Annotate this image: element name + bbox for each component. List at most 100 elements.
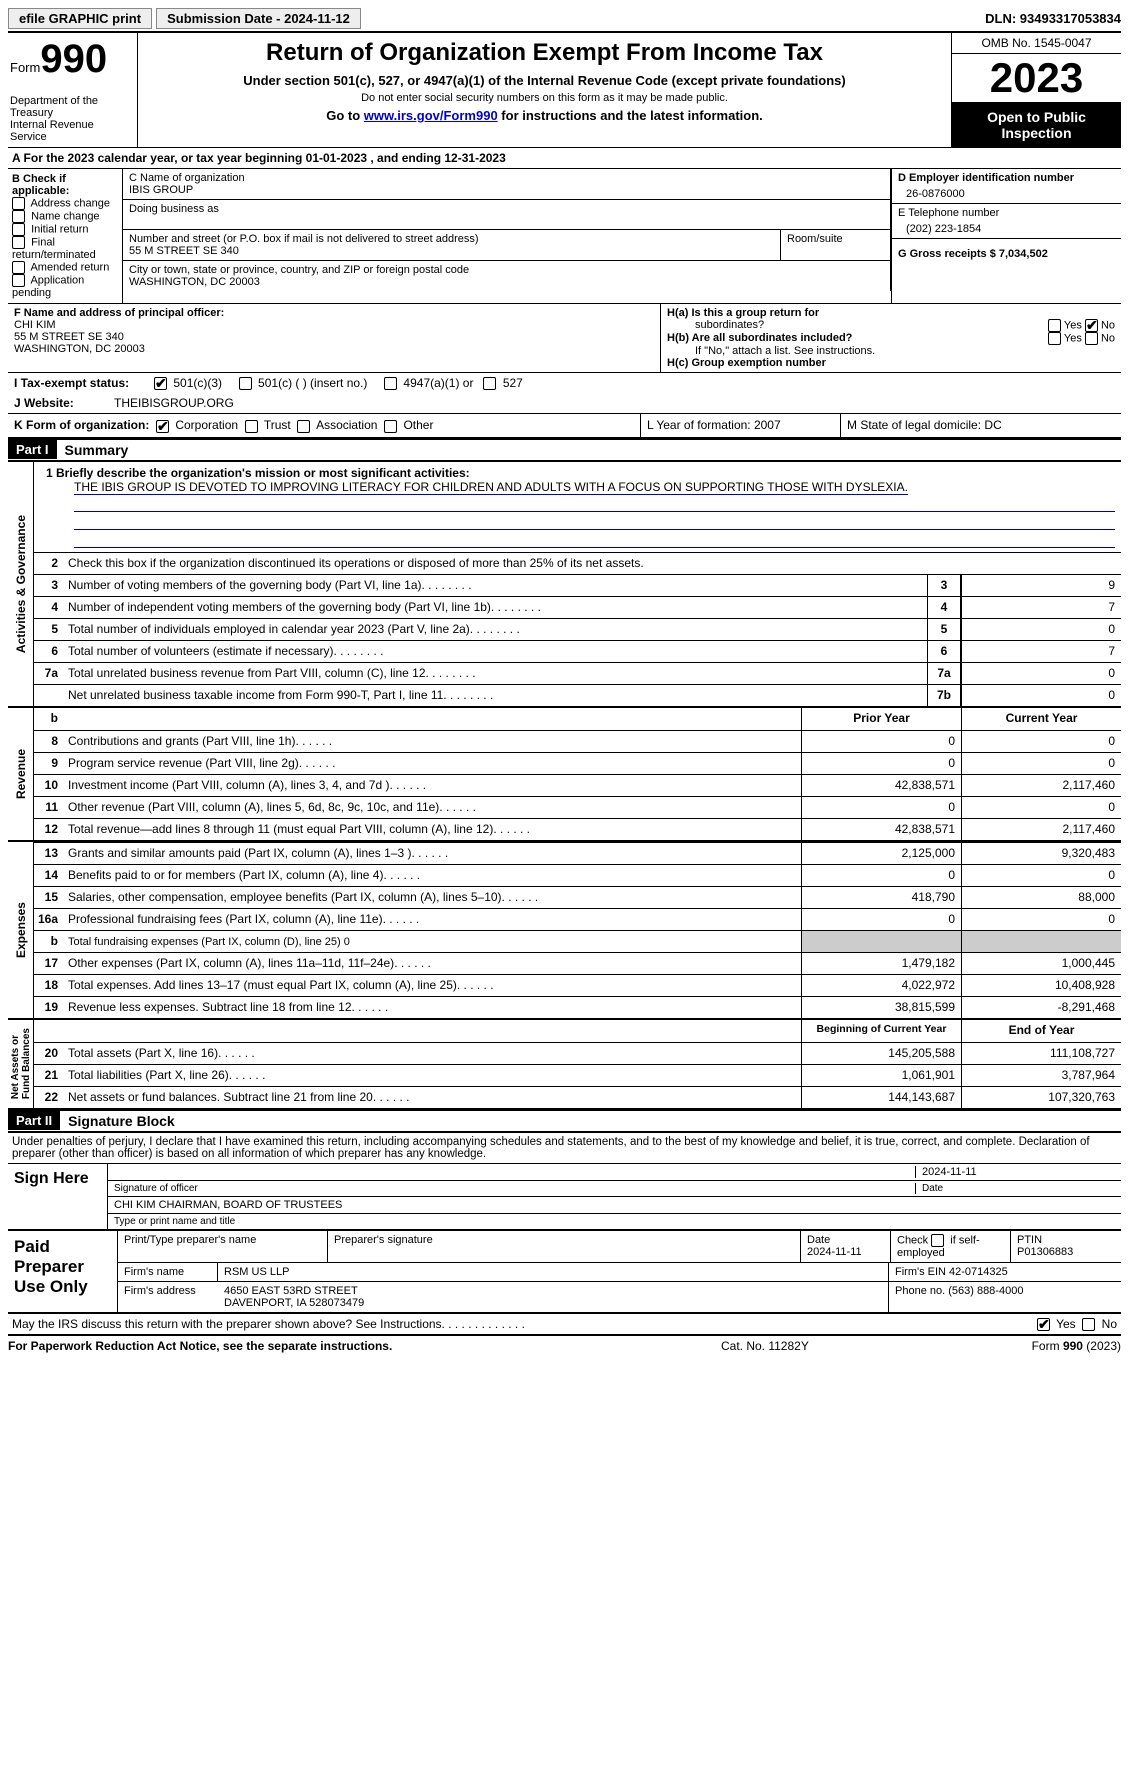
city-value: WASHINGTON, DC 20003 bbox=[129, 276, 884, 288]
ein-label: D Employer identification number bbox=[898, 172, 1115, 184]
firm-addr-label: Firm's address bbox=[118, 1282, 218, 1312]
summary-line: 20Total assets (Part X, line 16) . . . .… bbox=[34, 1042, 1121, 1064]
discuss-yes-checkbox[interactable] bbox=[1037, 1318, 1050, 1331]
officer-addr1: 55 M STREET SE 340 bbox=[14, 331, 654, 343]
colb-checkbox[interactable] bbox=[12, 274, 25, 287]
colb-checkbox[interactable] bbox=[12, 197, 25, 210]
other-label: Other bbox=[403, 418, 433, 432]
date-label: Date bbox=[915, 1183, 1115, 1194]
mission-text: THE IBIS GROUP IS DEVOTED TO IMPROVING L… bbox=[74, 480, 908, 495]
colb-checkbox[interactable] bbox=[12, 223, 25, 236]
line2-text: Check this box if the organization disco… bbox=[64, 553, 1121, 574]
colb-checkbox[interactable] bbox=[12, 210, 25, 223]
k-label: K Form of organization: bbox=[14, 418, 149, 432]
address-value: 55 M STREET SE 340 bbox=[129, 245, 774, 257]
assoc-checkbox[interactable] bbox=[297, 420, 310, 433]
summary-line: 12Total revenue—add lines 8 through 11 (… bbox=[34, 818, 1121, 840]
col-b: B Check if applicable: Address change Na… bbox=[8, 169, 123, 303]
colb-item-label: Name change bbox=[31, 210, 100, 222]
irs-link[interactable]: www.irs.gov/Form990 bbox=[364, 108, 498, 123]
part2-bar: Part II Signature Block bbox=[8, 1110, 1121, 1133]
gross-receipts: G Gross receipts $ 7,034,502 bbox=[898, 242, 1115, 260]
ssn-warning: Do not enter social security numbers on … bbox=[144, 92, 945, 104]
4947-label: 4947(a)(1) or bbox=[403, 376, 473, 390]
501c-checkbox[interactable] bbox=[239, 377, 252, 390]
part2-label: Part II bbox=[8, 1111, 60, 1130]
self-employed-checkbox[interactable] bbox=[931, 1234, 944, 1247]
current-year-hdr: Current Year bbox=[961, 708, 1121, 730]
telephone-label: E Telephone number bbox=[898, 207, 1115, 219]
paid-preparer-block: Paid Preparer Use Only Print/Type prepar… bbox=[8, 1231, 1121, 1314]
m-state-domicile: M State of legal domicile: DC bbox=[841, 414, 1121, 436]
discuss-question: May the IRS discuss this return with the… bbox=[12, 1317, 445, 1331]
omb-number: OMB No. 1545-0047 bbox=[952, 33, 1121, 54]
sig-date: 2024-11-11 bbox=[915, 1166, 1115, 1178]
summary-line: 8Contributions and grants (Part VIII, li… bbox=[34, 730, 1121, 752]
corp-checkbox[interactable] bbox=[156, 420, 169, 433]
firm-addr1: 4650 EAST 53RD STREET bbox=[224, 1285, 882, 1297]
summary-netassets: Net Assets or Fund Balances Beginning of… bbox=[8, 1020, 1121, 1110]
officer-name: CHI KIM bbox=[14, 319, 654, 331]
colb-header: B Check if applicable: bbox=[12, 173, 118, 197]
summary-line: 14Benefits paid to or for members (Part … bbox=[34, 864, 1121, 886]
room-suite-label: Room/suite bbox=[781, 230, 891, 260]
firm-name-value: RSM US LLP bbox=[218, 1263, 889, 1281]
l-year-formation: L Year of formation: 2007 bbox=[641, 414, 841, 436]
ha-no-checkbox[interactable] bbox=[1085, 319, 1098, 332]
sig-officer-label: Signature of officer bbox=[114, 1183, 915, 1194]
col-d: D Employer identification number 26-0876… bbox=[891, 169, 1121, 303]
efile-button[interactable]: efile GRAPHIC print bbox=[8, 8, 152, 29]
goto-suffix: for instructions and the latest informat… bbox=[498, 108, 763, 123]
ha-label: H(a) Is this a group return for bbox=[667, 307, 819, 319]
row-klm: K Form of organization: Corporation Trus… bbox=[8, 414, 1121, 438]
other-checkbox[interactable] bbox=[384, 420, 397, 433]
top-bar: efile GRAPHIC print Submission Date - 20… bbox=[8, 8, 1121, 33]
summary-revenue: Revenue b Prior Year Current Year 8Contr… bbox=[8, 708, 1121, 842]
4947-checkbox[interactable] bbox=[384, 377, 397, 390]
hb-no-checkbox[interactable] bbox=[1085, 332, 1098, 345]
summary-line: 16aProfessional fundraising fees (Part I… bbox=[34, 908, 1121, 930]
firm-phone: Phone no. (563) 888-4000 bbox=[889, 1282, 1121, 1312]
goto-prefix: Go to bbox=[326, 108, 364, 123]
discuss-no: No bbox=[1102, 1317, 1117, 1331]
dln-label: DLN: 93493317053834 bbox=[985, 11, 1121, 26]
part1-bar: Part I Summary bbox=[8, 439, 1121, 462]
form-word: Form bbox=[10, 60, 40, 75]
side-tab-expenses: Expenses bbox=[8, 842, 34, 1018]
section-bcd: B Check if applicable: Address change Na… bbox=[8, 169, 1121, 304]
j-label: J Website: bbox=[8, 393, 108, 413]
summary-line: 4Number of independent voting members of… bbox=[34, 596, 1121, 618]
form-header: Form990 Department of the Treasury Inter… bbox=[8, 33, 1121, 148]
paid-preparer-label: Paid Preparer Use Only bbox=[8, 1231, 118, 1312]
501c3-label: 501(c)(3) bbox=[173, 376, 222, 390]
summary-line: 7aTotal unrelated business revenue from … bbox=[34, 662, 1121, 684]
instructions-line: Go to www.irs.gov/Form990 for instructio… bbox=[144, 108, 945, 123]
hb-note: If "No," attach a list. See instructions… bbox=[667, 345, 1115, 357]
form-number: Form990 bbox=[10, 37, 131, 82]
summary-line: 9Program service revenue (Part VIII, lin… bbox=[34, 752, 1121, 774]
row-j: J Website: THEIBISGROUP.ORG bbox=[8, 393, 1121, 414]
dba-label: Doing business as bbox=[129, 203, 884, 215]
501c3-checkbox[interactable] bbox=[154, 377, 167, 390]
trust-checkbox[interactable] bbox=[245, 420, 258, 433]
sign-here-label: Sign Here bbox=[8, 1164, 108, 1229]
hb-yes-checkbox[interactable] bbox=[1048, 332, 1061, 345]
501c-label: 501(c) ( ) (insert no.) bbox=[258, 376, 367, 390]
colb-checkbox[interactable] bbox=[12, 261, 25, 274]
boy-hdr: Beginning of Current Year bbox=[801, 1020, 961, 1042]
527-checkbox[interactable] bbox=[483, 377, 496, 390]
city-label: City or town, state or province, country… bbox=[129, 264, 884, 276]
firm-ein: Firm's EIN 42-0714325 bbox=[889, 1263, 1121, 1281]
summary-line: 3Number of voting members of the governi… bbox=[34, 574, 1121, 596]
ha-yes-checkbox[interactable] bbox=[1048, 319, 1061, 332]
irs-label: Internal Revenue Service bbox=[10, 119, 131, 143]
summary-line: 6Total number of volunteers (estimate if… bbox=[34, 640, 1121, 662]
colb-checkbox[interactable] bbox=[12, 236, 25, 249]
discuss-no-checkbox[interactable] bbox=[1082, 1318, 1095, 1331]
527-label: 527 bbox=[503, 376, 523, 390]
i-label: I Tax-exempt status: bbox=[8, 373, 148, 393]
row-i: I Tax-exempt status: 501(c)(3) 501(c) ( … bbox=[8, 373, 1121, 393]
form-num: 990 bbox=[40, 37, 107, 81]
form-title: Return of Organization Exempt From Incom… bbox=[144, 39, 945, 67]
org-name-label: C Name of organization bbox=[129, 172, 884, 184]
